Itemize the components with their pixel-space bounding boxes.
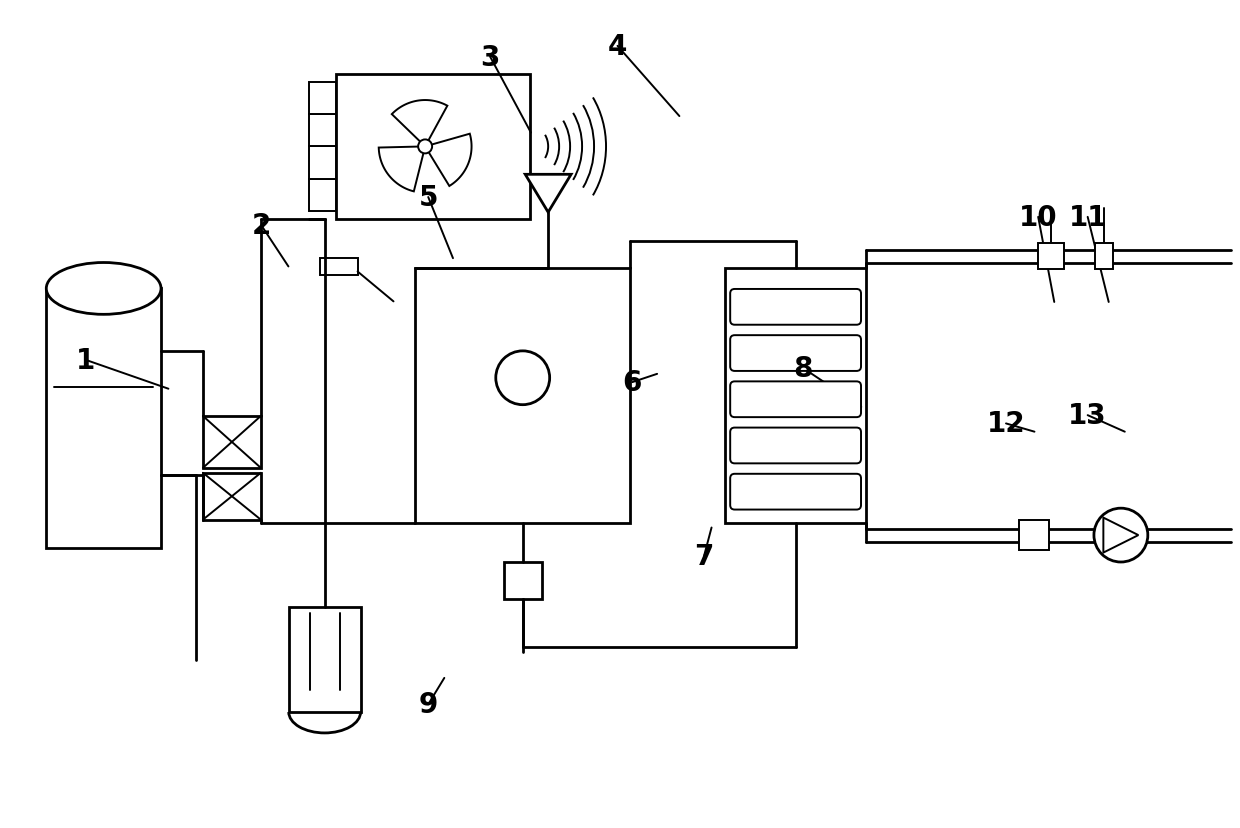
Text: 8: 8 bbox=[794, 354, 812, 383]
FancyBboxPatch shape bbox=[730, 382, 861, 417]
Bar bbox=[415, 269, 630, 523]
Bar bbox=[320, 258, 357, 276]
Bar bbox=[1038, 243, 1064, 270]
Text: 7: 7 bbox=[694, 542, 714, 570]
Bar bbox=[724, 269, 867, 523]
FancyBboxPatch shape bbox=[730, 290, 861, 325]
FancyBboxPatch shape bbox=[730, 428, 861, 464]
Text: 1: 1 bbox=[76, 346, 95, 374]
Polygon shape bbox=[1104, 518, 1138, 553]
Text: 6: 6 bbox=[622, 368, 642, 397]
Text: 4: 4 bbox=[608, 33, 627, 60]
Polygon shape bbox=[392, 101, 448, 147]
Text: 12: 12 bbox=[987, 410, 1025, 438]
Bar bbox=[336, 75, 531, 219]
Text: 9: 9 bbox=[419, 691, 438, 719]
Polygon shape bbox=[378, 147, 425, 192]
Bar bbox=[309, 83, 336, 115]
Circle shape bbox=[1094, 508, 1148, 562]
Bar bbox=[203, 474, 260, 520]
FancyBboxPatch shape bbox=[730, 474, 861, 510]
Text: 10: 10 bbox=[1019, 204, 1058, 232]
FancyBboxPatch shape bbox=[730, 336, 861, 372]
Text: 3: 3 bbox=[480, 44, 500, 71]
Bar bbox=[309, 180, 336, 212]
Bar bbox=[503, 562, 542, 599]
Bar bbox=[46, 289, 161, 548]
Bar bbox=[1019, 521, 1049, 551]
Text: 2: 2 bbox=[252, 212, 270, 240]
Bar bbox=[203, 416, 260, 469]
Bar bbox=[309, 147, 336, 180]
Polygon shape bbox=[526, 175, 572, 213]
Polygon shape bbox=[425, 134, 471, 187]
Bar bbox=[309, 115, 336, 147]
Text: 13: 13 bbox=[1069, 402, 1107, 430]
Bar bbox=[1095, 243, 1112, 270]
Circle shape bbox=[496, 351, 549, 405]
Text: 5: 5 bbox=[418, 184, 438, 212]
Bar bbox=[289, 608, 361, 712]
Ellipse shape bbox=[46, 263, 161, 315]
Text: 11: 11 bbox=[1069, 204, 1107, 232]
Circle shape bbox=[418, 140, 432, 154]
